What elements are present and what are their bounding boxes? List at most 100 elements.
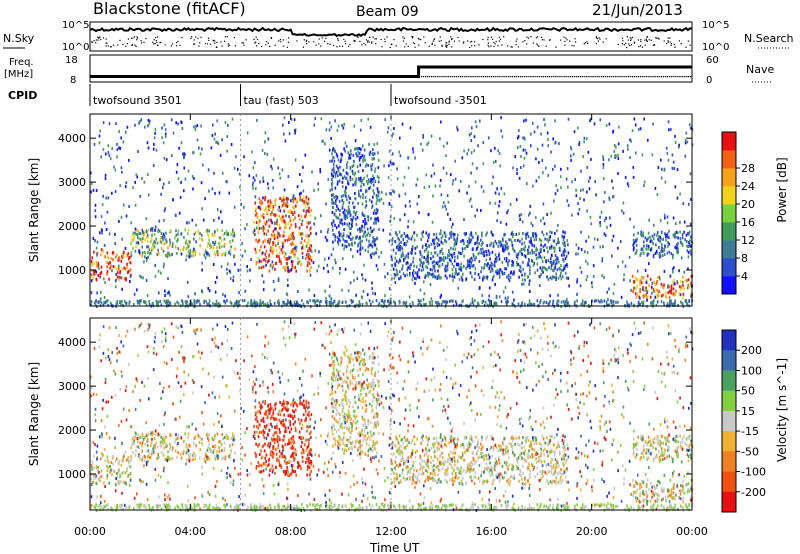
power-echo xyxy=(310,265,312,269)
velocity-echo xyxy=(280,409,283,413)
power-echo xyxy=(144,251,147,255)
power-near-range xyxy=(653,299,655,303)
noise-search-dot xyxy=(451,38,453,40)
power-scatter xyxy=(564,231,566,235)
power-scatter xyxy=(114,168,117,172)
power-echo xyxy=(530,236,532,240)
power-scatter xyxy=(500,220,502,224)
power-scatter xyxy=(90,279,93,283)
velocity-echo xyxy=(147,449,150,453)
power-echo xyxy=(222,233,225,237)
power-scatter xyxy=(603,219,606,222)
power-echo xyxy=(307,261,309,265)
power-scatter xyxy=(538,275,541,278)
power-scatter xyxy=(237,167,239,171)
power-scatter xyxy=(216,250,218,254)
power-echo xyxy=(231,230,234,234)
power-scatter xyxy=(354,196,356,200)
velocity-echo xyxy=(168,455,170,459)
colorbar-swatch xyxy=(722,258,736,277)
power-near-range xyxy=(394,302,397,306)
power-scatter xyxy=(468,184,470,188)
power-scatter xyxy=(682,280,684,284)
power-scatter xyxy=(553,199,555,203)
power-echo xyxy=(645,239,648,242)
noise-traces xyxy=(89,26,693,49)
power-echo xyxy=(192,254,194,258)
power-echo xyxy=(513,249,516,253)
power-echo xyxy=(475,256,477,260)
power-echo xyxy=(258,238,260,242)
power-echo xyxy=(338,199,341,203)
power-scatter xyxy=(330,125,333,129)
power-scatter xyxy=(234,262,236,266)
noise-search-dot xyxy=(405,43,407,45)
power-echo xyxy=(648,284,650,288)
power-echo xyxy=(557,276,560,280)
power-echo xyxy=(174,236,176,240)
noise-search-dot xyxy=(549,39,551,41)
power-scatter xyxy=(613,282,616,286)
power-scatter xyxy=(529,290,531,293)
power-echo xyxy=(348,208,350,212)
power-scatter xyxy=(144,125,146,129)
velocity-echo xyxy=(306,468,309,472)
velocity-echo xyxy=(255,411,257,415)
power-echo xyxy=(689,239,691,243)
noise-search-dot xyxy=(488,46,490,48)
nave-dot xyxy=(645,76,647,78)
velocity-echo xyxy=(288,438,290,442)
power-near-range xyxy=(458,303,461,307)
power-echo xyxy=(535,246,538,250)
power-scatter xyxy=(104,281,106,284)
velocity-echo xyxy=(294,470,296,474)
power-echo xyxy=(686,279,688,282)
noise-search-dot xyxy=(181,36,183,39)
velocity-echo xyxy=(129,465,132,469)
power-echo xyxy=(654,283,656,287)
power-scatter xyxy=(446,141,449,145)
power-echo xyxy=(501,260,504,264)
power-echo xyxy=(255,249,258,253)
velocity-echo xyxy=(193,436,196,440)
noise-search-dot xyxy=(666,42,668,45)
power-echo xyxy=(550,257,552,260)
velocity-echo xyxy=(276,434,279,438)
power-echo xyxy=(512,248,515,252)
power-scatter xyxy=(671,153,674,157)
nave-dot xyxy=(436,76,438,78)
power-scatter xyxy=(677,247,679,251)
velocity-echo xyxy=(106,474,109,477)
velocity-echo xyxy=(189,453,192,456)
power-near-range xyxy=(262,302,265,306)
power-echo xyxy=(658,251,661,255)
nave-dot xyxy=(663,76,665,78)
power-scatter xyxy=(447,200,450,204)
power-echo xyxy=(283,230,285,234)
power-scatter xyxy=(413,231,415,235)
power-echo xyxy=(516,263,518,267)
power-scatter xyxy=(452,222,454,226)
nave-dot xyxy=(678,76,680,78)
power-echo xyxy=(272,205,275,209)
noise-search-dot xyxy=(371,42,373,44)
station-title: Blackstone (fitACF) xyxy=(93,0,246,18)
noise-search-dot xyxy=(453,40,455,42)
power-echo xyxy=(668,296,671,300)
power-echo xyxy=(373,157,375,161)
nave-dot xyxy=(680,76,682,78)
power-scatter xyxy=(511,259,513,263)
power-near-range xyxy=(269,299,271,303)
power-scatter xyxy=(141,176,143,180)
power-echo xyxy=(410,237,413,241)
power-scatter xyxy=(207,287,209,290)
velocity-echo xyxy=(108,481,110,485)
power-echo xyxy=(112,258,114,262)
power-echo xyxy=(271,234,274,238)
power-scatter xyxy=(261,149,264,152)
power-scatter xyxy=(595,193,597,197)
velocity-echo xyxy=(213,437,216,441)
power-echo xyxy=(537,255,540,259)
power-scatter xyxy=(201,261,203,265)
power-near-range xyxy=(600,299,603,302)
